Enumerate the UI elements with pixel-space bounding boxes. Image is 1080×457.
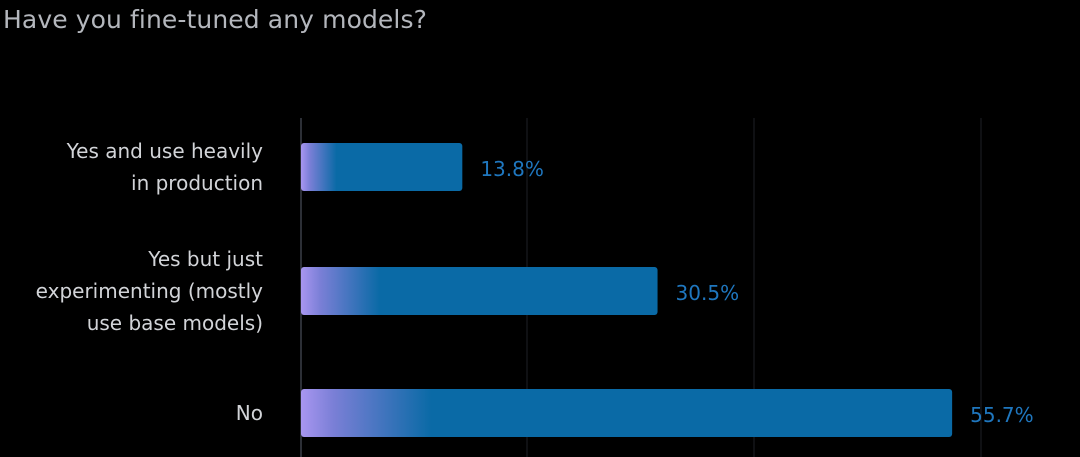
category-label-2: Yes but just experimenting (mostly use bas… (36, 247, 263, 335)
category-label-3: No (236, 401, 263, 425)
category-label-line: Yes but just (147, 247, 263, 271)
value-label-1: 13.8% (480, 157, 544, 181)
bar-layer (301, 143, 953, 437)
category-label-line: Yes and use heavily (66, 139, 264, 163)
category-label-1: Yes and use heavily in production (66, 139, 264, 195)
category-label-line: No (236, 401, 263, 425)
chart-title: Have you fine-tuned any models? (3, 5, 427, 34)
category-label-line: use base models) (87, 311, 263, 335)
bar-3 (301, 389, 953, 437)
label-layer: 13.8% Yes and use heavily in production 30.… (36, 139, 1034, 427)
value-label-3: 55.7% (970, 403, 1034, 427)
category-label-line: experimenting (mostly (36, 279, 263, 303)
category-label-line: in production (131, 171, 263, 195)
value-label-2: 30.5% (676, 281, 740, 305)
bar-1 (301, 143, 463, 191)
bar-2 (301, 267, 658, 315)
